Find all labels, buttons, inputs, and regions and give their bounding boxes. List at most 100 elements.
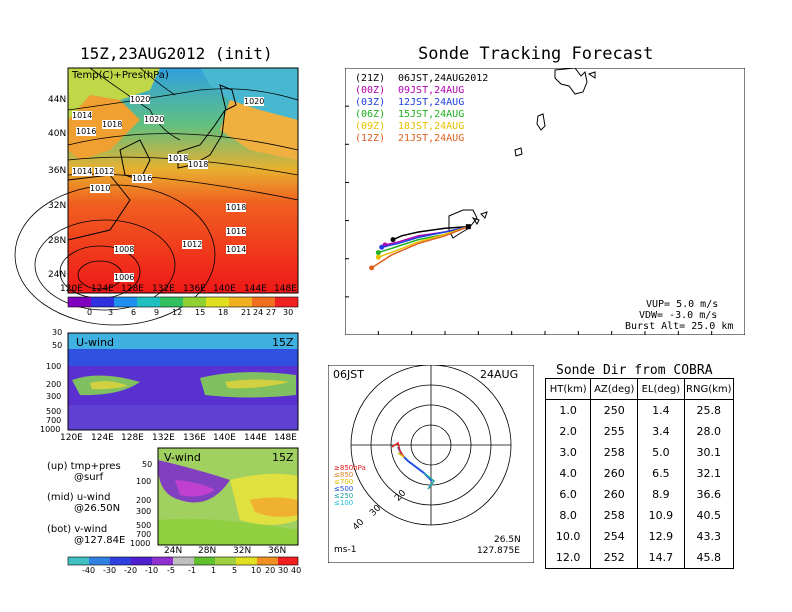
- table-cell: 12.0: [545, 547, 592, 569]
- isobar-label: 1018: [168, 154, 189, 163]
- table-row: 2.0 255 3.4 28.0: [545, 421, 734, 442]
- table-cell: 25.8: [696, 404, 722, 417]
- uwind-panel: [67, 332, 299, 431]
- uwind-x-tick: 140E: [213, 433, 236, 443]
- vwind-x-tick: 28N: [198, 546, 217, 556]
- note-line: @surf: [74, 472, 104, 483]
- isobar-label: 1014: [72, 167, 93, 176]
- table-row: 4.0 260 6.5 32.1: [545, 463, 734, 484]
- polar-right-label: 24AUG: [480, 368, 519, 381]
- lat-tick: 36N: [48, 166, 67, 176]
- uwind-y-tick: 500: [46, 407, 62, 416]
- polar-lat: 26.5N: [494, 535, 521, 545]
- uwind-y-tick: 700: [46, 416, 62, 425]
- map-title: 15Z,23AUG2012 (init): [80, 44, 273, 63]
- table-cell: 5.0: [637, 442, 685, 463]
- table-cell: 32.1: [696, 467, 722, 480]
- wind-colorbar: [67, 556, 299, 566]
- vwind-y-tick: 50: [142, 460, 153, 469]
- wind-colorbar-tick: 20: [265, 566, 276, 575]
- vwind-time: 15Z: [272, 451, 294, 464]
- table-cell: 10.9: [637, 505, 685, 526]
- colorbar-tick: 21: [241, 308, 252, 317]
- isobar-label: 1010: [90, 184, 111, 193]
- track-end-point: [379, 244, 385, 250]
- table-cell: 252: [590, 547, 639, 569]
- uwind-y-tick: 200: [46, 380, 62, 389]
- isobar-label: 1020: [130, 95, 151, 104]
- isobar-label: 1020: [144, 115, 165, 124]
- note-line: (up) tmp+pres: [47, 461, 121, 472]
- uwind-y-tick: 50: [52, 341, 63, 350]
- legend-time: 12JST,24AUG: [398, 97, 465, 108]
- legend-code: (00Z): [355, 85, 386, 96]
- wind-colorbar-tick: -5: [167, 566, 175, 575]
- pressure-legend: ≤100: [334, 499, 354, 507]
- table-cell: 255: [590, 421, 639, 442]
- table-row: 1.0 250 1.4 25.8: [545, 399, 734, 421]
- vwind-y-tick: 300: [136, 507, 152, 516]
- legend-time: 21JST,24AUG: [398, 133, 465, 144]
- isobar-label: 1020: [244, 97, 265, 106]
- colorbar-tick: 0: [87, 308, 93, 317]
- table-title: Sonde Dir from COBRA: [556, 363, 713, 378]
- wind-colorbar-tick: -30: [103, 566, 117, 575]
- pressure-legend: ≤500: [334, 485, 354, 493]
- colorbar-tick: 24: [253, 308, 264, 317]
- pressure-legend: ≤700: [334, 478, 354, 486]
- table-cell: 14.7: [637, 547, 685, 569]
- track-title: Sonde Tracking Forecast: [418, 44, 654, 64]
- table-row: 12.0 252 14.7 45.8: [545, 547, 734, 569]
- pressure-legend: ≤850: [334, 471, 354, 479]
- isobar-label: 1018: [102, 120, 123, 129]
- legend-time: 06JST,24AUG2012: [398, 73, 489, 84]
- vwind-x-tick: 32N: [233, 546, 252, 556]
- param-burst: Burst Alt= 25.0 km: [625, 321, 734, 332]
- note-line: (bot) v-wind: [47, 524, 108, 535]
- vwind-y-tick: 100: [136, 477, 152, 486]
- param-vup: VUP= 5.0 m/s: [646, 299, 719, 310]
- track-series-line: [371, 225, 469, 269]
- wind-colorbar-tick: -40: [82, 566, 96, 575]
- legend-time: 18JST,24AUG: [398, 121, 465, 132]
- table-cell: 40.5: [696, 509, 722, 522]
- uwind-x-tick: 148E: [274, 433, 297, 443]
- uwind-x-tick: 132E: [152, 433, 175, 443]
- vwind-y-tick: 500: [136, 521, 152, 530]
- note-line: @26.50N: [74, 503, 121, 514]
- table-cell: 258: [590, 442, 639, 463]
- uwind-time: 15Z: [272, 336, 294, 349]
- isobar-label: 1018: [226, 203, 247, 212]
- table-cell: 1.0: [545, 399, 592, 421]
- uwind-x-tick: 124E: [91, 433, 114, 443]
- table-cell: 260: [590, 463, 639, 484]
- legend-code: (21Z): [355, 73, 386, 84]
- table-row: 10.0 254 12.9 43.3: [545, 526, 734, 547]
- uwind-x-tick: 120E: [60, 433, 83, 443]
- lat-tick: 40N: [48, 129, 67, 139]
- colorbar-tick: 15: [195, 308, 206, 317]
- legend-time: 15JST,24AUG: [398, 109, 465, 120]
- uwind-x-tick: 144E: [244, 433, 267, 443]
- pressure-legend: ≥850hPa: [334, 464, 366, 472]
- vwind-x-tick: 24N: [164, 546, 183, 556]
- track-chart: 126E126.5E127E127.5E128E128.5E129E129.5E…: [345, 68, 745, 335]
- vwind-x-tick: 36N: [268, 546, 287, 556]
- colorbar-tick: 3: [108, 308, 114, 317]
- table-cell: 28.0: [696, 425, 722, 438]
- colorbar-tick: 9: [154, 308, 160, 317]
- colorbar-tick: 27: [266, 308, 277, 317]
- lat-tick: 28N: [48, 236, 67, 246]
- lon-tick: 132E: [152, 284, 175, 294]
- track-end-point: [375, 254, 381, 260]
- wind-colorbar-tick: -20: [124, 566, 138, 575]
- isobar-label: 1014: [72, 111, 93, 120]
- table-row: 6.0 260 8.9 36.6: [545, 484, 734, 505]
- wind-colorbar-tick: 5: [232, 566, 238, 575]
- polar-lon: 127.875E: [477, 546, 520, 556]
- lat-tick: 24N: [48, 270, 67, 280]
- legend-code: (12Z): [355, 133, 386, 144]
- legend-code: (06Z): [355, 109, 386, 120]
- colorbar-tick: 30: [283, 308, 294, 317]
- lon-tick: 144E: [244, 284, 267, 294]
